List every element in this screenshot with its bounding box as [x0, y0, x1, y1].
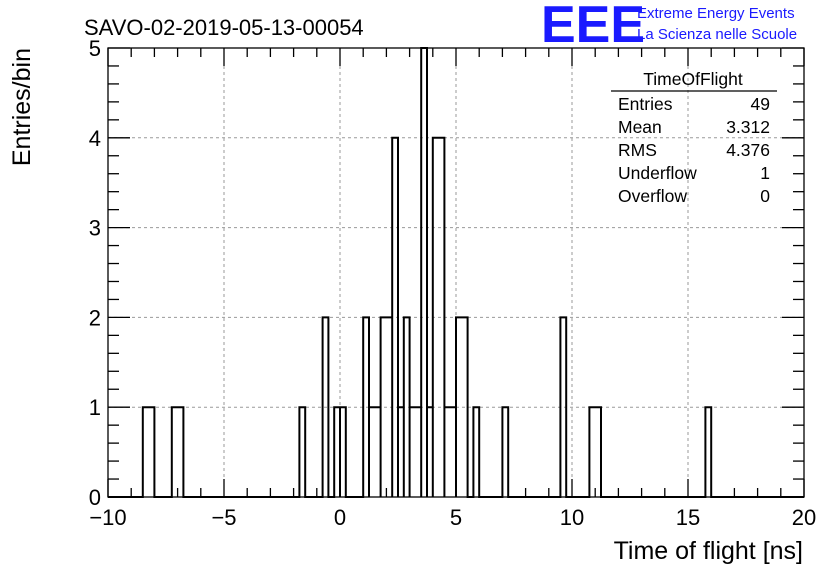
x-tick-label: 15 [676, 505, 700, 530]
stats-row-value: 3.312 [726, 117, 770, 137]
stats-box: TimeOfFlight Entries 49 Mean 3.312 RMS 4.376 U… [611, 69, 777, 206]
y-tick-labels: 0 1 2 3 4 5 [89, 36, 101, 510]
histogram-bin [433, 138, 445, 497]
stats-box-title: TimeOfFlight [643, 69, 743, 89]
histogram-bin [363, 317, 369, 497]
histogram-bin [369, 407, 381, 497]
y-tick-label: 2 [89, 305, 101, 330]
histogram-outline [108, 47, 804, 498]
stats-row-label: Entries [618, 94, 673, 114]
x-tick-label: 10 [560, 505, 584, 530]
y-tick-label: 0 [89, 485, 101, 510]
axis-ticks [107, 47, 805, 498]
stats-row-value: 0 [760, 186, 770, 206]
histogram-bin [427, 407, 433, 497]
histogram-bin [589, 407, 601, 497]
stats-row-label: Mean [618, 117, 662, 137]
stats-row-value: 49 [751, 94, 770, 114]
eee-logo-line2: La Scienza nelle Scuole [637, 26, 797, 43]
histogram-bin [143, 407, 155, 497]
histogram-bin [334, 407, 340, 497]
histogram-bin [560, 317, 566, 497]
histogram-bin [404, 317, 410, 497]
histogram-bin [410, 407, 422, 497]
histogram-bin [172, 407, 184, 497]
eee-logo: EEE Extreme Energy Events La Scienza nel… [541, 0, 797, 54]
stats-row-label: RMS [618, 140, 657, 160]
eee-logo-line1: Extreme Energy Events [637, 5, 795, 22]
chart-title: SAVO-02-2019-05-13-00054 [84, 15, 364, 40]
histogram-bin [340, 407, 346, 497]
histogram-bin [381, 317, 393, 497]
histogram-bin [299, 407, 305, 497]
histogram-bin [705, 407, 711, 497]
y-tick-label: 5 [89, 36, 101, 61]
y-tick-label: 1 [89, 395, 101, 420]
stats-row-label: Overflow [618, 186, 687, 206]
x-tick-label: 20 [792, 505, 816, 530]
histogram-bin [456, 317, 468, 497]
x-tick-label: −10 [89, 505, 126, 530]
histogram-bins [143, 48, 711, 497]
stats-box-rows: Entries 49 Mean 3.312 RMS 4.376 Underflow 1 Over… [618, 94, 770, 206]
histogram-bin [323, 317, 329, 497]
stats-row-label: Underflow [618, 163, 697, 183]
y-tick-label: 4 [89, 126, 101, 151]
eee-logo-text: EEE [541, 0, 645, 54]
y-tick-label: 3 [89, 216, 101, 241]
stats-row-value: 1 [760, 163, 770, 183]
x-tick-label: 5 [450, 505, 462, 530]
histogram-bin [421, 48, 427, 497]
stats-row-value: 4.376 [726, 140, 770, 160]
histogram-bin [398, 407, 404, 497]
y-axis-label: Entries/bin [8, 48, 36, 166]
x-tick-labels: −10 −5 0 5 10 15 20 [89, 505, 816, 530]
x-axis-label: Time of flight [ns] [614, 537, 803, 565]
histogram-bin [502, 407, 508, 497]
histogram-bin [444, 407, 456, 497]
x-tick-label: 0 [334, 505, 346, 530]
histogram-bin [473, 407, 479, 497]
x-tick-label: −5 [211, 505, 236, 530]
histogram-bin [392, 138, 398, 497]
